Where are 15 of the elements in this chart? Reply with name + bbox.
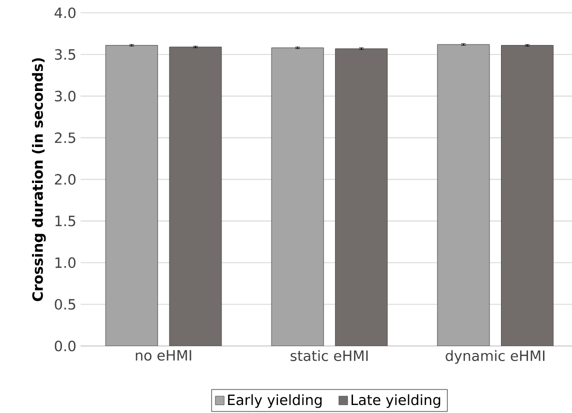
x-tick-label: no eHMI bbox=[136, 350, 192, 361]
x-tick-label: dynamic eHMI bbox=[446, 350, 544, 364]
y-tick-label: 0.0 bbox=[54, 340, 76, 352]
y-tick-label: 1.5 bbox=[55, 216, 76, 226]
y-tick-label: 3.5 bbox=[54, 49, 76, 60]
y-tick-label: 0.5 bbox=[54, 298, 76, 310]
x-tick-label: static eHMI bbox=[290, 350, 368, 362]
y-tick-label: 4.0 bbox=[54, 7, 76, 18]
y-tick-label: 3.0 bbox=[54, 90, 76, 102]
y-tick-label: 2.5 bbox=[54, 132, 76, 144]
legend-label: Late yielding bbox=[352, 394, 440, 408]
y-tick-label: 1.0 bbox=[55, 257, 76, 268]
y-axis-title: Crossing duration (in seconds) bbox=[32, 58, 46, 302]
legend-label: Early yielding bbox=[228, 394, 322, 408]
y-tick-label: 2.0 bbox=[54, 174, 76, 185]
